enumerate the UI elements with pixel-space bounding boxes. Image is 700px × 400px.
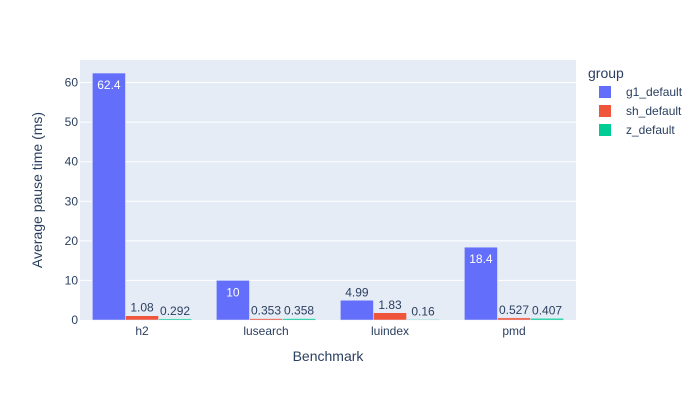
- y-tick-label: 50: [65, 115, 79, 129]
- bar-sh_default-h2: [125, 315, 159, 321]
- data-label: 0.292: [160, 304, 190, 318]
- y-tick-label: 20: [65, 234, 79, 248]
- y-tick-label: 30: [65, 194, 79, 208]
- data-labels: 62.4 1.08 0.292 10 0.353 0.358 4.99 1.83 0.16 18.…: [97, 78, 562, 318]
- bar-z_default-pmd: [530, 318, 564, 321]
- bar-sh_default-pmd: [497, 317, 531, 321]
- bar-g1_default-lusearch: [216, 280, 250, 321]
- data-label: 1.08: [130, 301, 154, 315]
- data-label: 0.358: [284, 304, 314, 318]
- y-axis-ticks: 0 10 20 30 40 50 60: [65, 76, 79, 327]
- bar-sh_default-luindex: [373, 312, 407, 321]
- legend-label: z_default: [626, 123, 675, 137]
- x-axis-ticks: h2 lusearch luindex pmd: [135, 324, 525, 338]
- y-axis-title: Average pause time (ms): [29, 112, 45, 268]
- y-tick-label: 10: [65, 273, 79, 287]
- legend-swatch: [599, 86, 611, 98]
- x-tick-label: luindex: [371, 324, 409, 338]
- data-label: 0.353: [251, 304, 281, 318]
- bar-z_default-h2: [158, 318, 192, 321]
- y-tick-label: 0: [71, 313, 78, 327]
- bars: [92, 72, 564, 321]
- x-axis-title: Benchmark: [293, 348, 365, 364]
- data-label: 62.4: [97, 78, 121, 92]
- legend-title: group: [588, 65, 624, 81]
- bar-g1_default-pmd: [464, 246, 498, 321]
- legend-items[interactable]: g1_default sh_default z_default: [599, 85, 683, 137]
- legend-item-z_default[interactable]: z_default: [599, 123, 675, 137]
- data-label: 0.527: [499, 303, 529, 317]
- bar-z_default-lusearch: [282, 318, 316, 321]
- x-tick-label: lusearch: [243, 324, 288, 338]
- x-tick-label: pmd: [502, 324, 525, 338]
- legend-swatch: [599, 124, 611, 136]
- data-label: 10: [226, 285, 240, 299]
- data-label: 0.16: [411, 304, 435, 318]
- y-tick-label: 40: [65, 155, 79, 169]
- bar-g1_default-h2: [92, 72, 126, 321]
- bar-z_default-luindex: [406, 319, 440, 321]
- y-tick-label: 60: [65, 76, 79, 90]
- data-label: 18.4: [469, 252, 493, 266]
- data-label: 4.99: [345, 285, 369, 299]
- legend-item-sh_default[interactable]: sh_default: [599, 104, 682, 118]
- legend-item-g1_default[interactable]: g1_default: [599, 85, 683, 99]
- bar-sh_default-lusearch: [249, 318, 283, 321]
- legend[interactable]: group g1_default sh_default z_default: [588, 65, 683, 137]
- plot-area: [80, 60, 576, 320]
- x-tick-label: h2: [135, 324, 149, 338]
- bar-g1_default-luindex: [340, 300, 374, 321]
- data-label: 1.83: [378, 298, 402, 312]
- data-label: 0.407: [532, 303, 562, 317]
- legend-label: g1_default: [626, 85, 683, 99]
- legend-label: sh_default: [626, 104, 682, 118]
- legend-swatch: [599, 105, 611, 117]
